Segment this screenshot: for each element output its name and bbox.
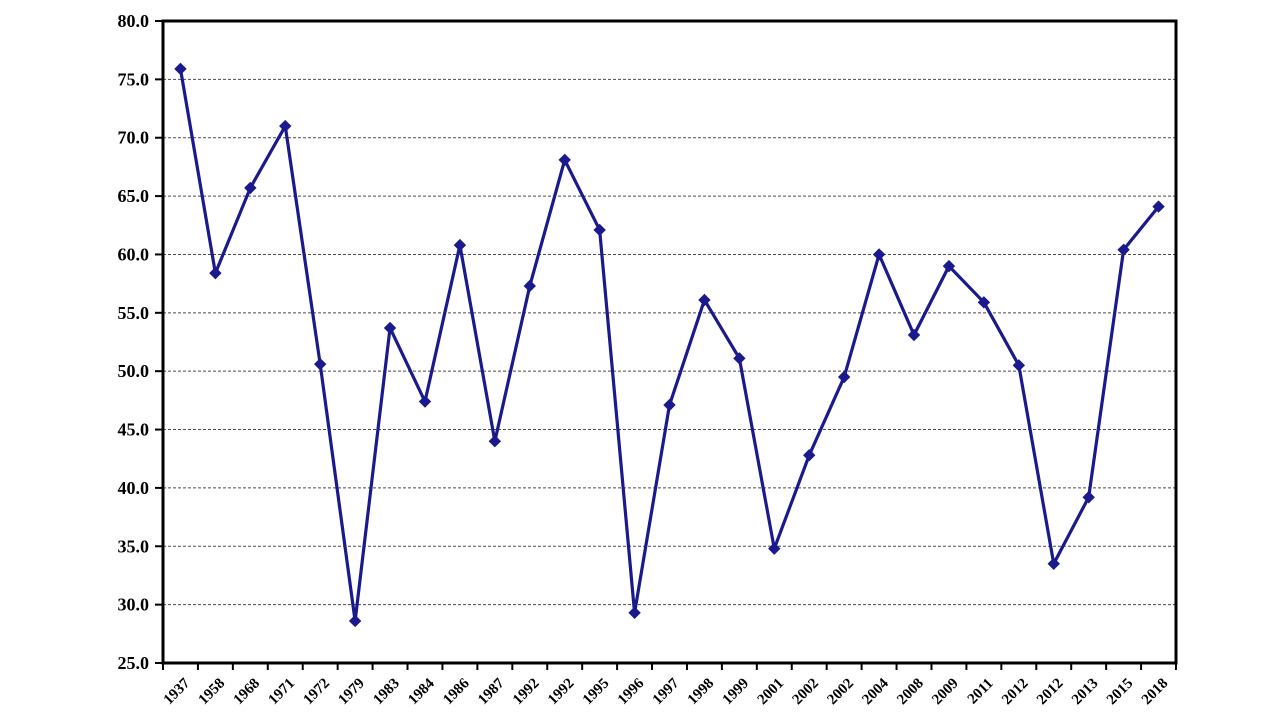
gridlines xyxy=(163,78,1176,606)
y-tick-label: 75.0 xyxy=(118,69,150,89)
y-tick-label: 55.0 xyxy=(118,303,150,323)
data-point-marker xyxy=(244,181,257,195)
y-tick-label: 30.0 xyxy=(118,595,150,615)
data-point-marker xyxy=(488,435,502,448)
data-point-marker xyxy=(383,321,397,335)
data-point-marker xyxy=(593,223,606,237)
data-point-marker xyxy=(768,542,781,555)
y-tick-label: 35.0 xyxy=(118,536,150,556)
data-point-marker xyxy=(977,296,991,309)
data-point-marker xyxy=(348,614,362,628)
y-tick-label: 70.0 xyxy=(118,128,150,148)
data-point-marker xyxy=(1152,200,1165,213)
y-tick-label: 40.0 xyxy=(118,478,150,498)
data-point-marker xyxy=(418,395,432,408)
data-point-marker xyxy=(1047,557,1060,570)
y-tick-label: 80.0 xyxy=(118,11,150,31)
data-point-marker xyxy=(1117,243,1130,256)
y-tick-label: 65.0 xyxy=(118,186,150,206)
data-point-marker xyxy=(803,449,816,462)
data-point-marker xyxy=(872,248,886,261)
data-point-marker xyxy=(1082,491,1095,504)
data-point-markers xyxy=(174,62,1165,628)
data-point-marker xyxy=(209,266,222,280)
data-point-marker xyxy=(523,279,536,293)
data-point-marker xyxy=(698,293,711,307)
y-tick-label: 45.0 xyxy=(118,420,150,440)
data-point-marker xyxy=(279,119,292,133)
data-point-marker xyxy=(733,352,746,365)
y-axis: 25.0 30.0 35.0 40.0 45.0 50.0 55.0 60.0 65.0 70.0… xyxy=(118,11,163,673)
data-point-marker xyxy=(1012,359,1026,372)
y-tick-label: 60.0 xyxy=(118,244,150,264)
data-point-marker xyxy=(453,238,467,252)
y-tick-label: 50.0 xyxy=(118,361,150,381)
data-point-marker xyxy=(313,357,327,371)
data-point-marker xyxy=(628,606,641,620)
data-point-marker xyxy=(837,370,851,384)
data-point-marker xyxy=(907,328,921,342)
y-tick-label: 25.0 xyxy=(118,653,150,673)
data-point-marker xyxy=(663,398,676,412)
data-point-marker xyxy=(174,62,187,76)
data-point-marker xyxy=(942,259,956,273)
plot-frame xyxy=(161,19,1178,665)
data-point-marker xyxy=(558,153,571,167)
